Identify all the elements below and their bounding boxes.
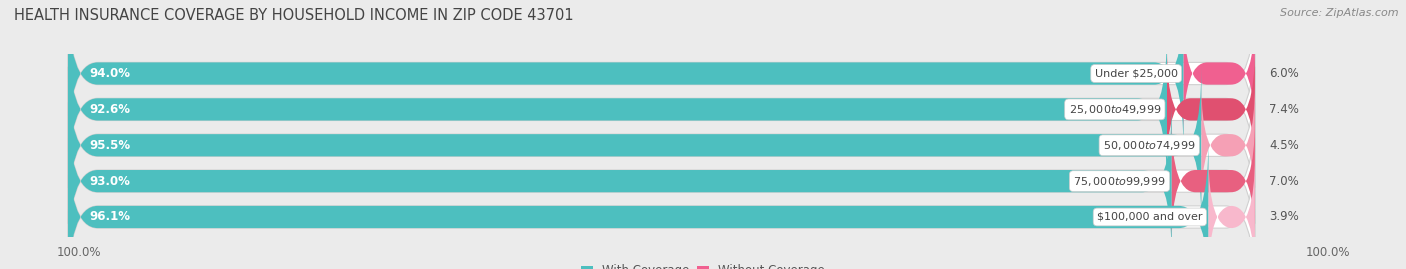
Text: $50,000 to $74,999: $50,000 to $74,999	[1102, 139, 1195, 152]
Text: $75,000 to $99,999: $75,000 to $99,999	[1073, 175, 1166, 187]
Text: 94.0%: 94.0%	[90, 67, 131, 80]
FancyBboxPatch shape	[67, 102, 1254, 260]
Text: Under $25,000: Under $25,000	[1095, 69, 1178, 79]
Text: 93.0%: 93.0%	[90, 175, 131, 187]
FancyBboxPatch shape	[1184, 13, 1254, 134]
Text: 100.0%: 100.0%	[56, 246, 101, 259]
FancyBboxPatch shape	[1171, 121, 1254, 242]
Text: 3.9%: 3.9%	[1270, 211, 1299, 224]
Text: 95.5%: 95.5%	[90, 139, 131, 152]
FancyBboxPatch shape	[67, 31, 1167, 188]
FancyBboxPatch shape	[67, 139, 1254, 269]
Text: Source: ZipAtlas.com: Source: ZipAtlas.com	[1281, 8, 1399, 18]
FancyBboxPatch shape	[67, 0, 1184, 152]
Text: 6.0%: 6.0%	[1270, 67, 1299, 80]
Text: 96.1%: 96.1%	[90, 211, 131, 224]
FancyBboxPatch shape	[1201, 85, 1254, 206]
Text: $100,000 and over: $100,000 and over	[1097, 212, 1202, 222]
Legend: With Coverage, Without Coverage: With Coverage, Without Coverage	[576, 260, 830, 269]
FancyBboxPatch shape	[1167, 49, 1254, 170]
Text: 7.0%: 7.0%	[1270, 175, 1299, 187]
FancyBboxPatch shape	[67, 102, 1171, 260]
FancyBboxPatch shape	[67, 31, 1254, 188]
Text: 4.5%: 4.5%	[1270, 139, 1299, 152]
Text: 7.4%: 7.4%	[1270, 103, 1299, 116]
FancyBboxPatch shape	[67, 67, 1201, 224]
FancyBboxPatch shape	[67, 0, 1254, 152]
Text: $25,000 to $49,999: $25,000 to $49,999	[1069, 103, 1161, 116]
Text: 92.6%: 92.6%	[90, 103, 131, 116]
FancyBboxPatch shape	[67, 67, 1254, 224]
Text: HEALTH INSURANCE COVERAGE BY HOUSEHOLD INCOME IN ZIP CODE 43701: HEALTH INSURANCE COVERAGE BY HOUSEHOLD I…	[14, 8, 574, 23]
Text: 100.0%: 100.0%	[1305, 246, 1350, 259]
FancyBboxPatch shape	[67, 139, 1209, 269]
FancyBboxPatch shape	[1209, 156, 1254, 269]
